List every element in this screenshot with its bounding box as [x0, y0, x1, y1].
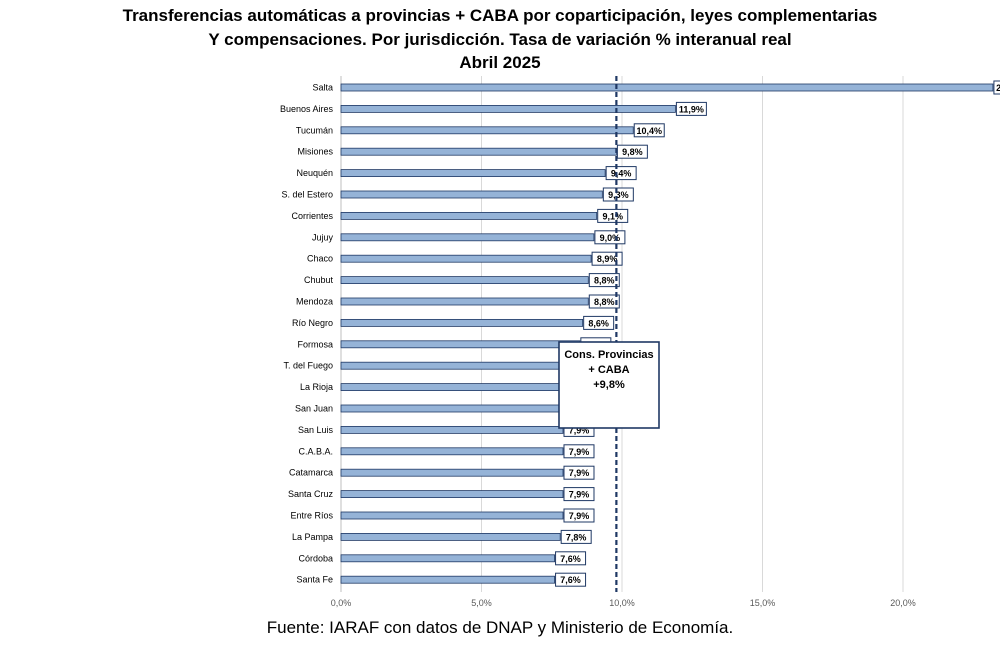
reference-callout-text: + CABA — [588, 364, 629, 376]
data-label-box — [588, 273, 620, 288]
data-label: 7,8% — [566, 532, 587, 542]
data-label-box — [555, 572, 587, 587]
bar — [340, 318, 584, 327]
category-label: San Luis — [298, 425, 334, 435]
data-label-box — [993, 80, 1000, 95]
category-label: Chubut — [304, 275, 334, 285]
category-label: San Juan — [295, 404, 333, 414]
bar — [340, 554, 555, 563]
data-label: 10,4% — [636, 126, 662, 136]
category-label: S. del Estero — [281, 190, 333, 200]
data-label: 9,8% — [622, 147, 643, 157]
data-label-box — [563, 487, 595, 502]
chart-title-line-3: Abril 2025 — [459, 53, 541, 72]
reference-callout-box — [558, 341, 660, 429]
category-label: Tucumán — [296, 125, 333, 135]
category-label: La Rioja — [300, 382, 333, 392]
category-label: Misiones — [297, 147, 333, 157]
category-label: Jujuy — [312, 232, 334, 242]
category-label: Chaco — [307, 254, 333, 264]
category-label: Formosa — [297, 339, 333, 349]
category-label: C.A.B.A. — [298, 446, 333, 456]
bar — [340, 468, 564, 477]
x-tick-label: 15,0% — [750, 598, 776, 608]
data-label-box — [597, 208, 629, 223]
data-label: 8,8% — [594, 297, 615, 307]
chart-title-line-2: Y compensaciones. Por jurisdicción. Tasa… — [208, 30, 792, 49]
x-tick-label: 5,0% — [471, 598, 492, 608]
data-label: 8,9% — [597, 254, 618, 264]
bar — [340, 211, 598, 220]
bar — [340, 404, 572, 413]
category-label: Santa Fe — [296, 575, 333, 585]
data-label: 7,9% — [569, 468, 590, 478]
data-label-box — [588, 294, 620, 309]
data-label: 8,6% — [588, 318, 609, 328]
category-label: Río Negro — [292, 318, 333, 328]
data-label-box — [563, 444, 595, 459]
bar — [340, 361, 578, 370]
data-label: 8,8% — [594, 276, 615, 286]
data-label-box — [602, 187, 634, 202]
bar — [340, 575, 555, 584]
data-label: 7,6% — [560, 554, 581, 564]
data-label: 7,9% — [569, 490, 590, 500]
data-label: 7,9% — [569, 425, 590, 435]
bar — [340, 83, 994, 92]
data-label: 11,9% — [679, 104, 704, 114]
reference-callout-text: Cons. Provincias — [564, 349, 653, 361]
bar — [340, 254, 592, 263]
category-label: Corrientes — [291, 211, 333, 221]
data-label: 7,9% — [569, 511, 590, 521]
bar — [340, 169, 606, 178]
bar — [340, 425, 564, 434]
data-label: 9,1% — [602, 211, 623, 221]
data-label-box — [583, 315, 615, 330]
data-label-box — [563, 465, 595, 480]
bar — [340, 147, 617, 156]
data-label: 23,2% — [996, 83, 1000, 93]
category-label: T. del Fuego — [283, 361, 333, 371]
data-label-box — [633, 123, 665, 138]
data-label-box — [555, 551, 587, 566]
category-label: Salta — [312, 83, 333, 93]
category-label: Buenos Aires — [280, 104, 334, 114]
bar — [340, 190, 603, 199]
bar — [340, 533, 561, 541]
source-note: Fuente: IARAF con datos de DNAP y Minist… — [266, 618, 734, 637]
bar — [340, 340, 581, 349]
bar — [340, 126, 634, 135]
data-label-box — [605, 166, 637, 181]
data-label: 7,6% — [560, 575, 581, 585]
bar — [340, 105, 676, 113]
data-label-box — [591, 251, 623, 266]
category-label: Neuquén — [296, 168, 333, 178]
data-label-box — [675, 101, 707, 116]
chart-title-line-1: Transferencias automáticas a provincias … — [122, 6, 878, 25]
category-label: Santa Cruz — [288, 489, 334, 499]
data-label: 9,4% — [611, 169, 632, 179]
bar — [340, 297, 589, 306]
bar — [340, 233, 595, 242]
category-label: Mendoza — [296, 297, 333, 307]
bar — [340, 383, 575, 392]
x-tick-label: 0,0% — [331, 598, 352, 608]
x-tick-label: 20,0% — [890, 598, 916, 608]
data-label-box — [563, 508, 595, 523]
category-label: Catamarca — [289, 468, 333, 478]
data-label: 9,3% — [608, 190, 629, 200]
category-label: La Pampa — [292, 532, 333, 542]
bar — [340, 447, 564, 456]
category-label: Entre Ríos — [290, 511, 333, 521]
bar — [340, 490, 564, 499]
reference-callout-text: +9,8% — [593, 379, 625, 391]
bar — [340, 511, 564, 520]
data-label: 7,9% — [569, 447, 590, 457]
data-label: 9,0% — [600, 233, 621, 243]
x-tick-label: 10,0% — [609, 598, 635, 608]
category-label: Córdoba — [298, 553, 333, 563]
bar — [340, 276, 589, 285]
data-label-box — [560, 529, 592, 544]
